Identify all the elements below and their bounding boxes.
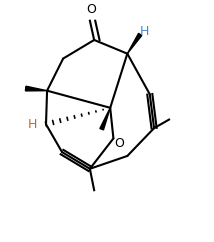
Text: O: O <box>114 137 124 150</box>
Text: O: O <box>86 3 96 16</box>
Polygon shape <box>127 33 142 54</box>
Polygon shape <box>25 86 47 91</box>
Polygon shape <box>100 108 110 130</box>
Text: H: H <box>27 118 37 131</box>
Text: H: H <box>140 25 150 38</box>
